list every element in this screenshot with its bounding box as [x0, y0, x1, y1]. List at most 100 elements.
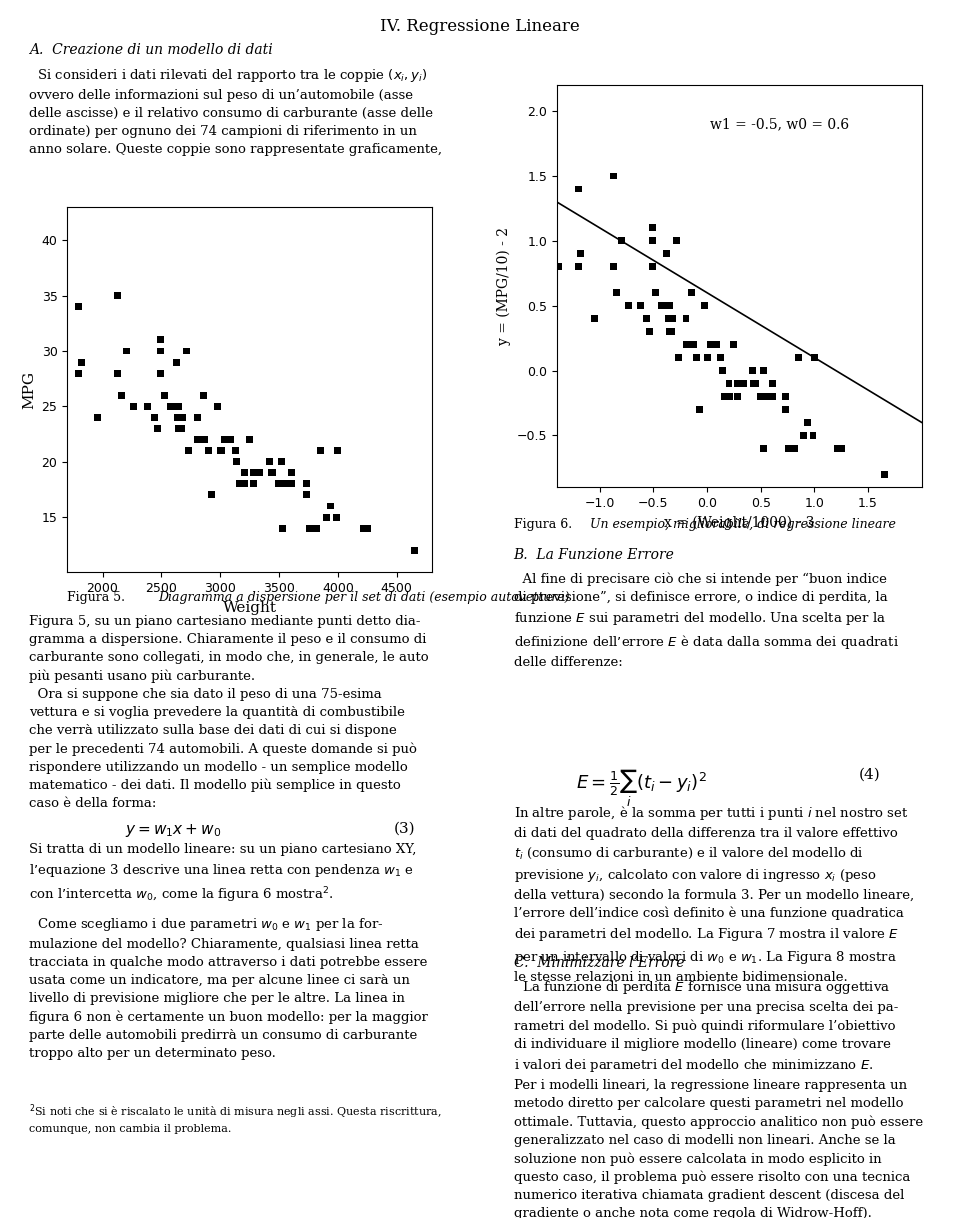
Point: [748, 374, 763, 393]
Point: [654, 296, 669, 315]
Text: $E = \frac{1}{2} \sum_i \left(t_i - y_i\right)^2$: $E = \frac{1}{2} \sum_i \left(t_i - y_i\…: [576, 767, 707, 809]
Text: $^2$Si noti che si è riscalato le unità di misura negli assi. Questa riscrittura: $^2$Si noti che si è riscalato le unità …: [29, 1102, 442, 1134]
Point: [614, 231, 630, 251]
Point: [753, 386, 768, 406]
Text: In altre parole, è la somma per tutti i punti $i$ nel nostro set
di dati del qua: In altre parole, è la somma per tutti i …: [514, 804, 914, 984]
Point: [263, 463, 278, 482]
Point: [49, 363, 64, 382]
Point: [787, 438, 803, 458]
Point: [252, 463, 268, 482]
Point: [716, 386, 732, 406]
Point: [126, 397, 141, 417]
Point: [721, 374, 736, 393]
Point: [679, 309, 694, 329]
Point: [744, 361, 759, 380]
Point: [664, 309, 680, 329]
Point: [735, 374, 751, 393]
Point: [765, 386, 780, 406]
Point: [231, 474, 247, 493]
Point: [708, 335, 724, 354]
Point: [606, 167, 621, 186]
Point: [190, 430, 205, 449]
Text: IV. Regressione Lineare: IV. Regressione Lineare: [380, 18, 580, 35]
Point: [714, 361, 730, 380]
Point: [191, 430, 206, 449]
Point: [175, 408, 190, 428]
Point: [664, 322, 680, 341]
Point: [756, 361, 771, 380]
Point: [700, 348, 715, 368]
Point: [302, 519, 318, 538]
X-axis label: Weight: Weight: [223, 600, 276, 615]
Point: [708, 335, 723, 354]
Point: [271, 474, 286, 493]
Point: [657, 296, 672, 315]
Point: [620, 296, 636, 315]
Point: [74, 352, 89, 371]
Point: [684, 283, 699, 302]
Point: [153, 363, 168, 382]
Point: [284, 463, 300, 482]
Point: [644, 231, 660, 251]
Point: [210, 397, 226, 417]
Point: [189, 408, 204, 428]
Point: [779, 400, 794, 419]
Point: [213, 441, 228, 460]
Point: [713, 348, 729, 368]
Point: [778, 386, 793, 406]
Point: [570, 257, 586, 276]
Point: [113, 386, 129, 406]
Text: Figura 5.: Figura 5.: [67, 591, 133, 604]
Point: [360, 519, 375, 538]
Point: [759, 386, 775, 406]
Point: [302, 519, 318, 538]
Point: [780, 438, 796, 458]
Point: [644, 257, 660, 276]
Text: Un esempio, migliorabile, di regressione lineare: Un esempio, migliorabile, di regressione…: [590, 518, 897, 531]
Point: [688, 348, 704, 368]
Point: [355, 519, 371, 538]
Point: [790, 348, 805, 368]
Point: [284, 474, 300, 493]
Point: [550, 257, 565, 276]
Point: [109, 363, 125, 382]
Point: [147, 408, 162, 428]
Text: Diagramma a dispersione per il set di dati (esempio autovetture): Diagramma a dispersione per il set di da…: [158, 591, 570, 604]
Point: [660, 309, 676, 329]
Point: [757, 386, 773, 406]
Point: [833, 438, 849, 458]
Point: [573, 244, 588, 263]
Point: [242, 430, 257, 449]
Text: (3): (3): [394, 822, 416, 836]
Point: [570, 179, 586, 199]
Point: [119, 341, 134, 361]
Text: Figura 6.: Figura 6.: [514, 518, 584, 531]
Point: [697, 296, 712, 315]
Text: $y = w_1 x + w_0$: $y = w_1 x + w_0$: [125, 822, 221, 839]
Point: [648, 283, 663, 302]
Point: [180, 441, 196, 460]
Point: [153, 330, 168, 350]
Point: [237, 474, 252, 493]
Text: Al fine di precisare ciò che si intende per “buon indice
di previsione”, si defi: Al fine di precisare ciò che si intende …: [514, 572, 899, 670]
Point: [217, 430, 232, 449]
Point: [246, 474, 261, 493]
Point: [204, 485, 220, 504]
Point: [170, 408, 185, 428]
Text: C.  Minimizzare l’Errore: C. Minimizzare l’Errore: [514, 956, 684, 970]
Point: [165, 397, 180, 417]
Point: [171, 397, 186, 417]
Text: Si consideri i dati rilevati del rapporto tra le coppie $(x_i, y_i)$
ovvero dell: Si consideri i dati rilevati del rapport…: [29, 67, 442, 156]
Point: [606, 257, 621, 276]
Point: [262, 452, 277, 471]
Point: [633, 296, 648, 315]
Text: Come scegliamo i due parametri $w_0$ e $w_1$ per la for-
mulazione del modello? : Come scegliamo i due parametri $w_0$ e $…: [29, 916, 427, 1060]
Point: [588, 309, 603, 329]
Point: [278, 474, 294, 493]
Point: [330, 441, 346, 460]
Point: [201, 441, 216, 460]
Point: [229, 452, 245, 471]
Point: [275, 452, 290, 471]
Point: [660, 244, 675, 263]
Text: w1 = -0.5, w0 = 0.6: w1 = -0.5, w0 = 0.6: [710, 117, 850, 132]
